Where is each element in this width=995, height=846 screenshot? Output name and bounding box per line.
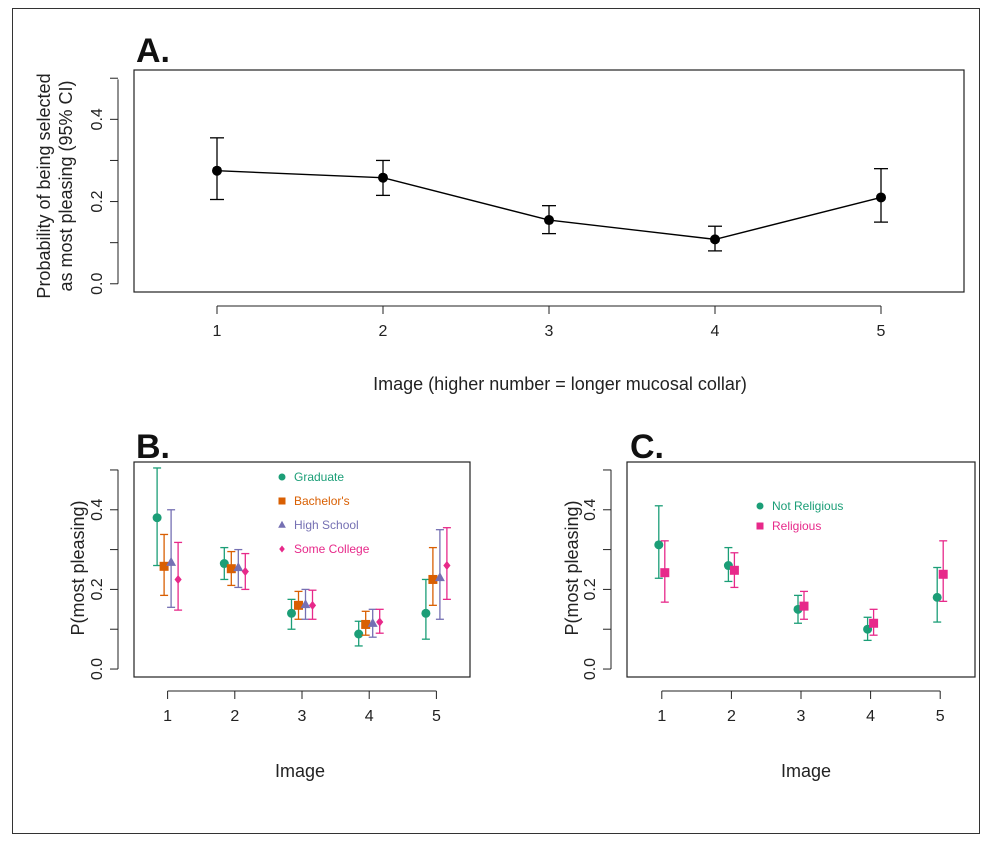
x-tick-label: 5 [936, 708, 945, 725]
data-point [308, 600, 317, 610]
legend: Not Religious Religious [756, 499, 843, 533]
y-axis-label: P(most pleasing) [562, 500, 582, 635]
data-point [241, 566, 249, 576]
plot-box [626, 461, 976, 678]
y-axis-label: as most pleasing (95% CI) [56, 80, 76, 291]
series-not-religious [654, 505, 942, 642]
data-point [421, 608, 431, 618]
y-tick-label: 0.4 [582, 499, 599, 521]
panel-letter: A. [136, 32, 170, 70]
data-point [300, 599, 311, 609]
panel-1: A. 0.0 0.2 0.4 1 2 3 4 5 Image (higher number = l… [34, 32, 965, 394]
x-tick-label: 1 [657, 708, 666, 725]
y-tick-label: 0.4 [89, 499, 106, 521]
x-tick-label: 1 [163, 708, 172, 725]
data-point [159, 561, 169, 571]
x-tick-label: 5 [877, 323, 886, 340]
legend-label: Religious [772, 519, 821, 533]
x-tick-label: 4 [365, 708, 374, 725]
y-tick-label: 0.0 [89, 658, 106, 680]
legend-label: Not Religious [772, 499, 843, 513]
data-point [729, 565, 739, 575]
data-point [799, 601, 809, 611]
legend-label: Bachelor's [294, 494, 350, 508]
x-tick-label: 2 [230, 708, 239, 725]
data-point [376, 617, 384, 627]
data-point [434, 572, 445, 582]
data-point [654, 540, 664, 550]
x-axis-label: Image (higher number = longer mucosal co… [373, 374, 747, 394]
legend-marker [278, 520, 286, 528]
data-point [710, 234, 720, 245]
data-point [219, 559, 229, 569]
data-point [660, 568, 670, 578]
legend-label: Some College [294, 542, 370, 556]
data-point [212, 165, 222, 176]
series-high-school [166, 509, 445, 638]
legend-marker [278, 473, 286, 481]
figure-frame [12, 8, 980, 834]
legend-label: High School [294, 518, 359, 532]
y-axis-label: Probability of being selected [34, 73, 54, 298]
data-point [226, 564, 236, 574]
legend: Graduate Bachelor's High School Some Colleg… [278, 470, 370, 556]
series-main [210, 137, 888, 252]
data-point [938, 569, 948, 579]
series-graduate [152, 467, 431, 647]
data-point [367, 617, 378, 627]
panel-letter: C. [630, 428, 664, 466]
data-point [174, 574, 182, 584]
x-axis-label: Image [275, 761, 325, 781]
x-tick-label: 3 [298, 708, 307, 725]
x-tick-label: 3 [797, 708, 806, 725]
data-point [378, 172, 388, 183]
plot-box [133, 461, 471, 678]
y-axis-label: P(most pleasing) [68, 500, 88, 635]
panel-3: C. 0.0 0.2 0.4 1 2 3 4 5 Image P(most pleasing) Not… [562, 428, 976, 781]
y-tick-label: 0.2 [582, 578, 599, 600]
x-tick-label: 2 [727, 708, 736, 725]
data-point [428, 574, 438, 584]
legend-marker [278, 497, 286, 505]
data-point [294, 600, 303, 610]
y-tick-label: 0.0 [582, 658, 599, 680]
data-point [354, 629, 364, 639]
panel-letter: B. [136, 428, 170, 466]
plot-box [133, 69, 965, 293]
y-tick-label: 0.4 [89, 108, 106, 130]
legend-marker [756, 502, 764, 510]
data-point [287, 608, 296, 618]
data-point [233, 562, 244, 572]
y-tick-label: 0.0 [89, 273, 106, 295]
data-point [869, 618, 879, 628]
x-tick-label: 3 [545, 323, 554, 340]
data-point [544, 215, 554, 226]
x-tick-label: 4 [711, 323, 720, 340]
legend-label: Graduate [294, 470, 344, 484]
y-tick-label: 0.2 [89, 190, 106, 212]
x-tick-label: 1 [213, 323, 222, 340]
series-bachelor-s [159, 533, 438, 636]
y-tick-label: 0.2 [89, 578, 106, 600]
x-axis-label: Image [781, 761, 831, 781]
data-point [876, 192, 886, 203]
legend-marker [279, 545, 285, 553]
legend-marker [756, 522, 764, 530]
data-point [932, 592, 942, 602]
x-tick-label: 2 [379, 323, 388, 340]
data-point [152, 513, 162, 523]
data-point [166, 556, 177, 566]
series-some-college [174, 527, 451, 634]
x-tick-label: 5 [432, 708, 441, 725]
x-tick-label: 4 [866, 708, 875, 725]
data-point [443, 561, 451, 571]
data-point [361, 619, 371, 629]
series-religious [660, 540, 948, 636]
panel-2: B. 0.0 0.2 0.4 1 2 3 4 5 Image P(most pleasing) Gra… [68, 428, 471, 781]
